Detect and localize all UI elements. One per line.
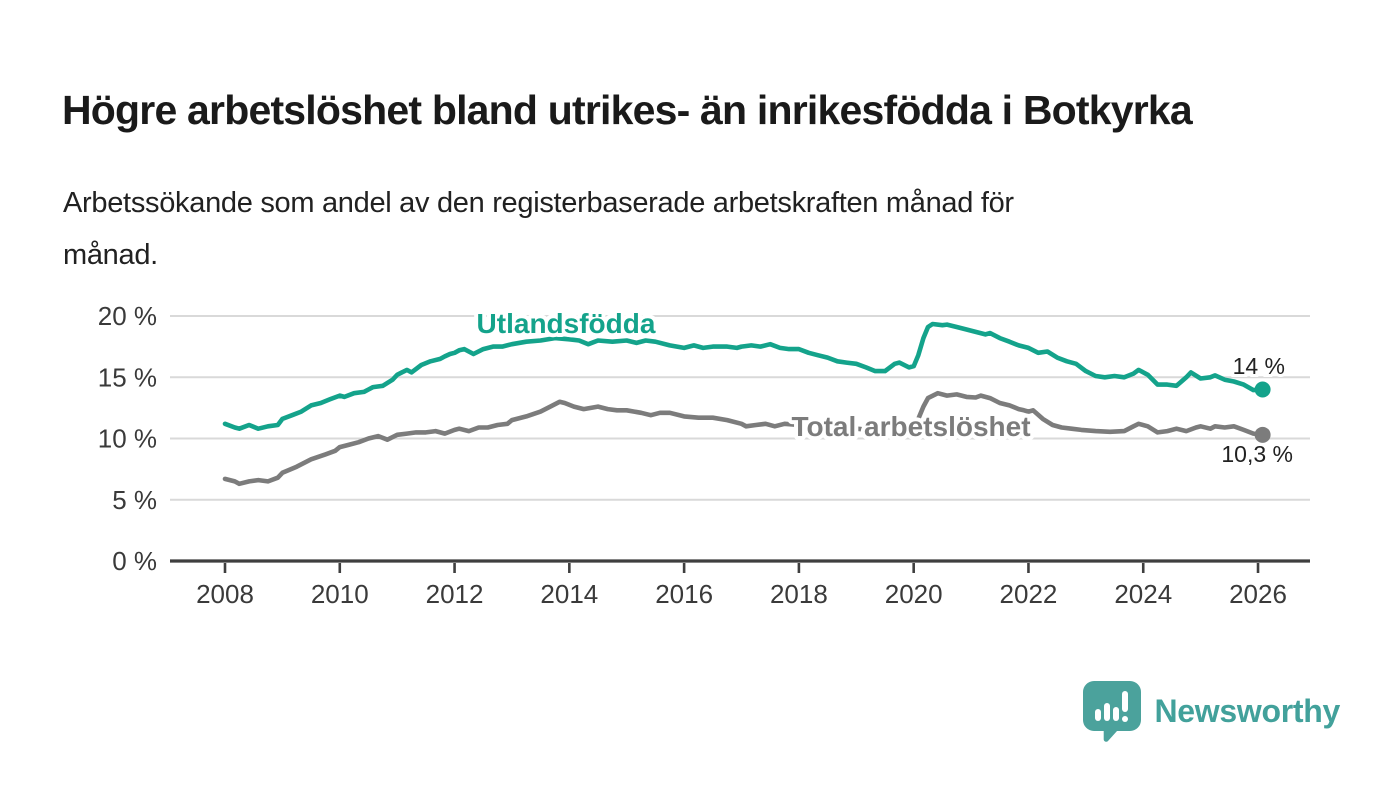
x-tick-label: 2020 (885, 579, 943, 609)
y-tick-label: 15 % (98, 362, 157, 392)
x-tick-label: 2012 (426, 579, 484, 609)
x-tick-label: 2022 (1000, 579, 1058, 609)
x-tick-label: 2016 (655, 579, 713, 609)
series-line-total (222, 390, 1265, 487)
page-title: Högre arbetslöshet bland utrikes- än inr… (62, 87, 1193, 134)
y-tick-label: 5 % (112, 485, 157, 515)
end-value-label-utlandsfodda: 14 % (1233, 353, 1285, 379)
y-tick-label: 10 % (98, 424, 157, 454)
newsworthy-logo: Newsworthy (1082, 680, 1341, 742)
y-tick-label: 20 % (98, 301, 157, 331)
series-line-utlandsfodda (222, 321, 1265, 431)
x-tick-label: 2010 (311, 579, 369, 609)
x-tick-label: 2014 (540, 579, 598, 609)
chart-subtitle-line2: månad. (63, 239, 158, 271)
bar-chart-glyph (1094, 691, 1128, 722)
chart-subtitle-line1: Arbetssökande som andel av den registerb… (63, 187, 1014, 219)
end-value-label-total: 10,3 % (1221, 441, 1293, 467)
x-tick-label: 2026 (1229, 579, 1287, 609)
x-tick-label: 2008 (196, 579, 254, 609)
series-end-dot-total (1254, 426, 1271, 443)
series-label-utlandsfodda: Utlandsfödda (477, 308, 656, 339)
newsworthy-logo-text: Newsworthy (1154, 692, 1341, 729)
newsworthy-logo-icon (1082, 681, 1141, 742)
x-tick-label: 2018 (770, 579, 828, 609)
x-tick-label: 2024 (1114, 579, 1172, 609)
y-tick-label: 0 % (112, 546, 157, 576)
series-end-dot-utlandsfodda (1254, 381, 1271, 398)
series-label-total: Total arbetslöshet (791, 411, 1030, 442)
